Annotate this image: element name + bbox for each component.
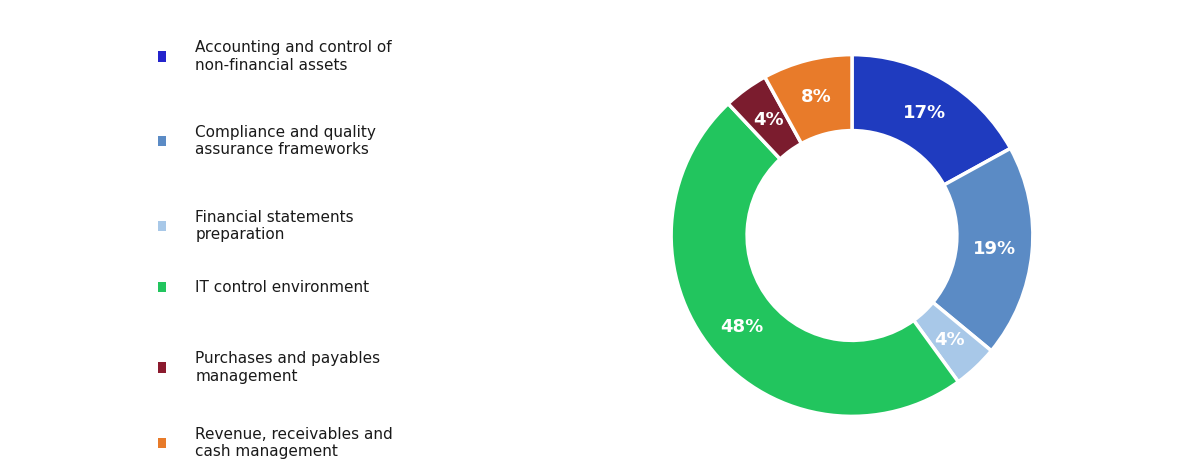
Wedge shape (932, 148, 1033, 351)
Text: IT control environment: IT control environment (196, 280, 370, 295)
Wedge shape (764, 55, 852, 144)
Text: Purchases and payables
management: Purchases and payables management (196, 351, 380, 383)
Wedge shape (913, 302, 991, 382)
Text: Revenue, receivables and
cash management: Revenue, receivables and cash management (196, 427, 394, 459)
Text: Compliance and quality
assurance frameworks: Compliance and quality assurance framewo… (196, 125, 377, 157)
Bar (158, 282, 166, 292)
Text: 4%: 4% (935, 331, 965, 349)
Wedge shape (728, 77, 802, 159)
Bar (158, 362, 166, 373)
Text: Financial statements
preparation: Financial statements preparation (196, 210, 354, 242)
Wedge shape (852, 55, 1010, 185)
Bar (158, 221, 166, 231)
Bar (158, 51, 166, 62)
Text: 48%: 48% (720, 317, 763, 335)
Bar (158, 438, 166, 448)
Text: 17%: 17% (904, 104, 947, 122)
Text: 8%: 8% (802, 88, 832, 106)
Text: 4%: 4% (752, 111, 784, 129)
Text: Accounting and control of
non-financial assets: Accounting and control of non-financial … (196, 41, 392, 73)
Bar (158, 136, 166, 146)
Wedge shape (671, 104, 959, 416)
Text: 19%: 19% (973, 240, 1016, 258)
